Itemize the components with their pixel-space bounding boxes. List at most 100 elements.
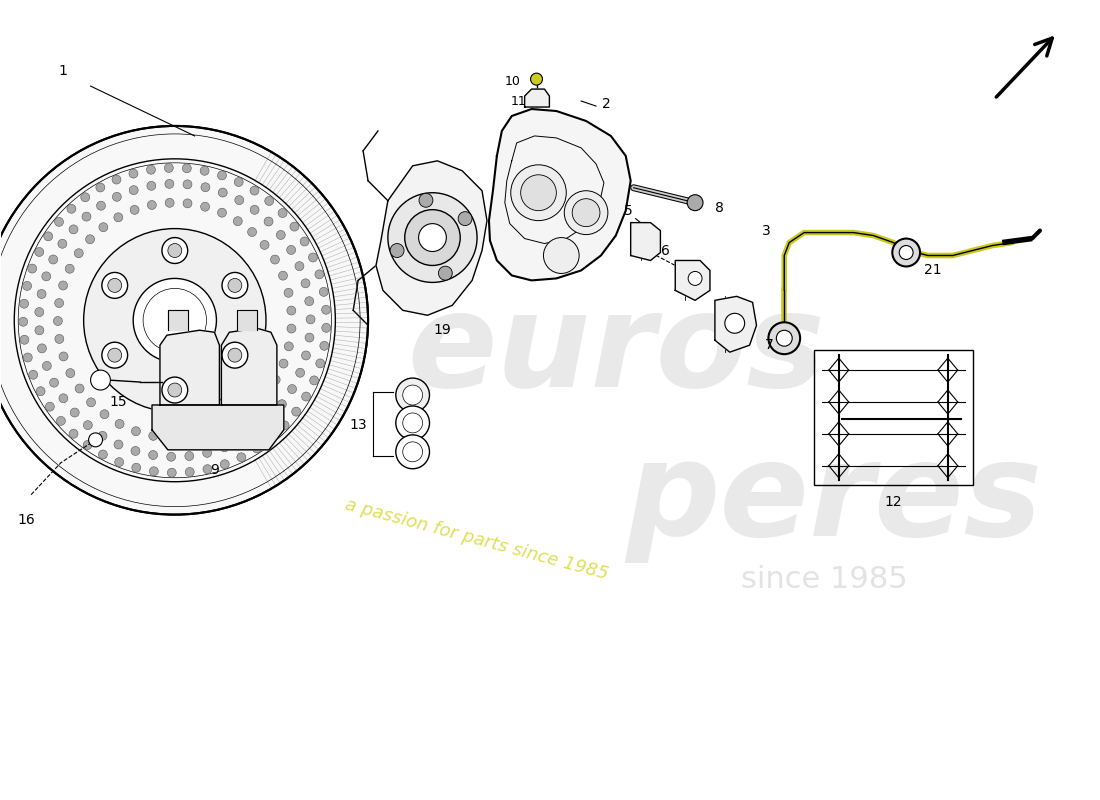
- Circle shape: [439, 266, 452, 280]
- Circle shape: [44, 232, 53, 241]
- Circle shape: [45, 402, 54, 411]
- Text: 21: 21: [924, 263, 942, 278]
- Circle shape: [277, 400, 286, 409]
- Circle shape: [249, 403, 257, 412]
- Text: 11: 11: [510, 94, 527, 107]
- Circle shape: [69, 430, 78, 438]
- Circle shape: [396, 378, 429, 412]
- Circle shape: [23, 353, 32, 362]
- Circle shape: [162, 238, 188, 263]
- Circle shape: [132, 426, 141, 436]
- Circle shape: [292, 407, 300, 416]
- Circle shape: [777, 330, 792, 346]
- Circle shape: [147, 201, 156, 210]
- Text: 2: 2: [602, 97, 610, 111]
- Circle shape: [35, 326, 44, 334]
- Circle shape: [265, 197, 274, 206]
- Text: 3: 3: [762, 223, 771, 238]
- Text: 13: 13: [350, 418, 367, 432]
- Circle shape: [250, 206, 260, 214]
- Circle shape: [396, 406, 429, 440]
- Circle shape: [260, 241, 270, 250]
- Circle shape: [308, 253, 318, 262]
- Circle shape: [236, 435, 245, 444]
- Circle shape: [287, 306, 296, 315]
- Circle shape: [48, 255, 57, 264]
- Circle shape: [403, 385, 422, 405]
- Circle shape: [150, 467, 158, 476]
- Circle shape: [234, 178, 243, 186]
- Circle shape: [284, 288, 293, 298]
- Circle shape: [319, 287, 328, 296]
- Circle shape: [403, 442, 422, 462]
- Circle shape: [132, 463, 141, 472]
- Circle shape: [102, 342, 128, 368]
- Circle shape: [301, 351, 310, 360]
- Circle shape: [66, 369, 75, 378]
- Circle shape: [899, 246, 913, 259]
- Circle shape: [147, 182, 156, 190]
- Circle shape: [321, 306, 330, 314]
- Circle shape: [220, 443, 229, 452]
- Polygon shape: [490, 109, 630, 281]
- Circle shape: [228, 278, 242, 292]
- Circle shape: [167, 468, 176, 478]
- Text: 8: 8: [715, 201, 724, 214]
- Circle shape: [55, 218, 64, 226]
- Circle shape: [129, 169, 138, 178]
- Circle shape: [458, 212, 472, 226]
- Circle shape: [185, 467, 195, 477]
- Text: 10: 10: [505, 74, 520, 88]
- Circle shape: [84, 229, 266, 412]
- Circle shape: [688, 194, 703, 210]
- Circle shape: [58, 281, 67, 290]
- Circle shape: [146, 166, 155, 174]
- Circle shape: [164, 163, 174, 173]
- Circle shape: [236, 453, 245, 462]
- Circle shape: [108, 278, 122, 292]
- Circle shape: [530, 73, 542, 85]
- Circle shape: [222, 342, 248, 368]
- Polygon shape: [152, 405, 284, 450]
- Circle shape: [267, 434, 276, 442]
- Circle shape: [185, 433, 194, 442]
- Text: 9: 9: [210, 462, 219, 477]
- Circle shape: [287, 385, 297, 394]
- Circle shape: [419, 224, 447, 251]
- Circle shape: [100, 410, 109, 418]
- Text: euros: euros: [407, 286, 825, 414]
- Circle shape: [419, 194, 433, 207]
- Circle shape: [42, 272, 51, 281]
- Circle shape: [29, 370, 37, 379]
- Circle shape: [0, 126, 368, 514]
- Circle shape: [218, 208, 227, 217]
- Circle shape: [183, 180, 192, 189]
- Circle shape: [228, 348, 242, 362]
- Circle shape: [59, 394, 68, 402]
- Circle shape: [396, 435, 429, 469]
- Circle shape: [233, 217, 242, 226]
- Circle shape: [271, 255, 279, 264]
- Circle shape: [405, 210, 460, 266]
- Circle shape: [204, 465, 212, 474]
- Polygon shape: [630, 222, 660, 261]
- Circle shape: [82, 212, 91, 221]
- Circle shape: [35, 307, 44, 317]
- Circle shape: [43, 362, 52, 370]
- Circle shape: [112, 175, 121, 184]
- Circle shape: [20, 299, 29, 308]
- Circle shape: [234, 196, 244, 205]
- Circle shape: [278, 209, 287, 218]
- Circle shape: [80, 193, 90, 202]
- Text: 1: 1: [58, 64, 67, 78]
- Circle shape: [296, 368, 305, 378]
- Circle shape: [98, 431, 107, 440]
- Circle shape: [168, 243, 182, 258]
- Circle shape: [315, 270, 323, 279]
- Circle shape: [248, 227, 256, 237]
- Circle shape: [58, 239, 67, 248]
- Circle shape: [162, 377, 188, 403]
- Circle shape: [166, 434, 176, 442]
- Circle shape: [50, 378, 58, 387]
- Circle shape: [295, 262, 304, 270]
